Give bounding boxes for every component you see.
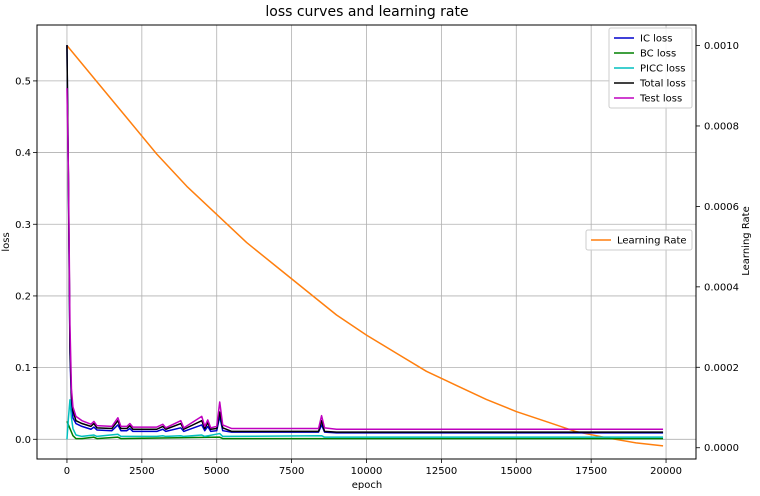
- x-tick-label: 5000: [204, 466, 229, 477]
- series-lines: [66, 45, 664, 447]
- x-axis-label: epoch: [352, 480, 382, 491]
- series-line-ic-loss: [66, 45, 664, 434]
- x-tick-label: 10000: [351, 466, 383, 477]
- series-line-learning-rate: [66, 45, 664, 447]
- legend-box: [608, 27, 693, 109]
- x-tick-label: 0: [64, 466, 70, 477]
- legend-label: IC loss: [640, 34, 672, 45]
- y-tick-label: 0.3: [15, 220, 31, 231]
- legend-label: Test loss: [639, 94, 682, 105]
- y-tick-label: 0.4: [15, 148, 31, 159]
- legend-learning-rate: Learning Rate: [585, 229, 693, 251]
- x-axis-ticks: 0 2500 5000 7500 10000 12500 15000 17500 20000: [64, 459, 682, 477]
- y2-tick-label: 0.0008: [704, 121, 739, 132]
- legend-box: [585, 229, 693, 251]
- y2-tick-label: 0.0002: [704, 363, 739, 374]
- legend-label: BC loss: [640, 49, 676, 60]
- y2-tick-label: 0.0004: [704, 282, 739, 293]
- x-tick-label: 17500: [575, 466, 607, 477]
- legend-label: Learning Rate: [617, 236, 687, 247]
- series-line-total-loss: [66, 45, 664, 433]
- y2-axis-ticks: 0.0000 0.0002 0.0004 0.0006 0.0008 0.0010: [696, 41, 739, 454]
- x-tick-label: 2500: [129, 466, 154, 477]
- x-tick-label: 7500: [279, 466, 304, 477]
- y-tick-label: 0.0: [15, 435, 31, 446]
- legend-label: Total loss: [639, 79, 686, 90]
- y-tick-label: 0.1: [15, 363, 31, 374]
- x-tick-label: 20000: [650, 466, 682, 477]
- y-tick-label: 0.5: [15, 76, 31, 87]
- series-line-bc-loss: [66, 421, 664, 440]
- y2-tick-label: 0.0000: [704, 443, 739, 454]
- y-axis-ticks: 0.0 0.1 0.2 0.3 0.4 0.5: [15, 76, 37, 446]
- y2-tick-label: 0.0006: [704, 202, 739, 213]
- chart-title: loss curves and learning rate: [265, 4, 468, 20]
- y-axis-label: loss: [1, 232, 12, 251]
- x-tick-label: 12500: [425, 466, 457, 477]
- x-tick-label: 15000: [500, 466, 532, 477]
- legend-loss: IC loss BC loss PICC loss Total loss Test lo…: [608, 27, 693, 109]
- series-line-picc-loss: [66, 399, 664, 440]
- series-line-test-loss: [66, 88, 664, 430]
- y2-axis-label: Learning Rate: [741, 206, 752, 276]
- y2-tick-label: 0.0010: [704, 41, 739, 52]
- y-tick-label: 0.2: [15, 291, 31, 302]
- legend-label: PICC loss: [640, 64, 685, 75]
- grid: [37, 25, 696, 459]
